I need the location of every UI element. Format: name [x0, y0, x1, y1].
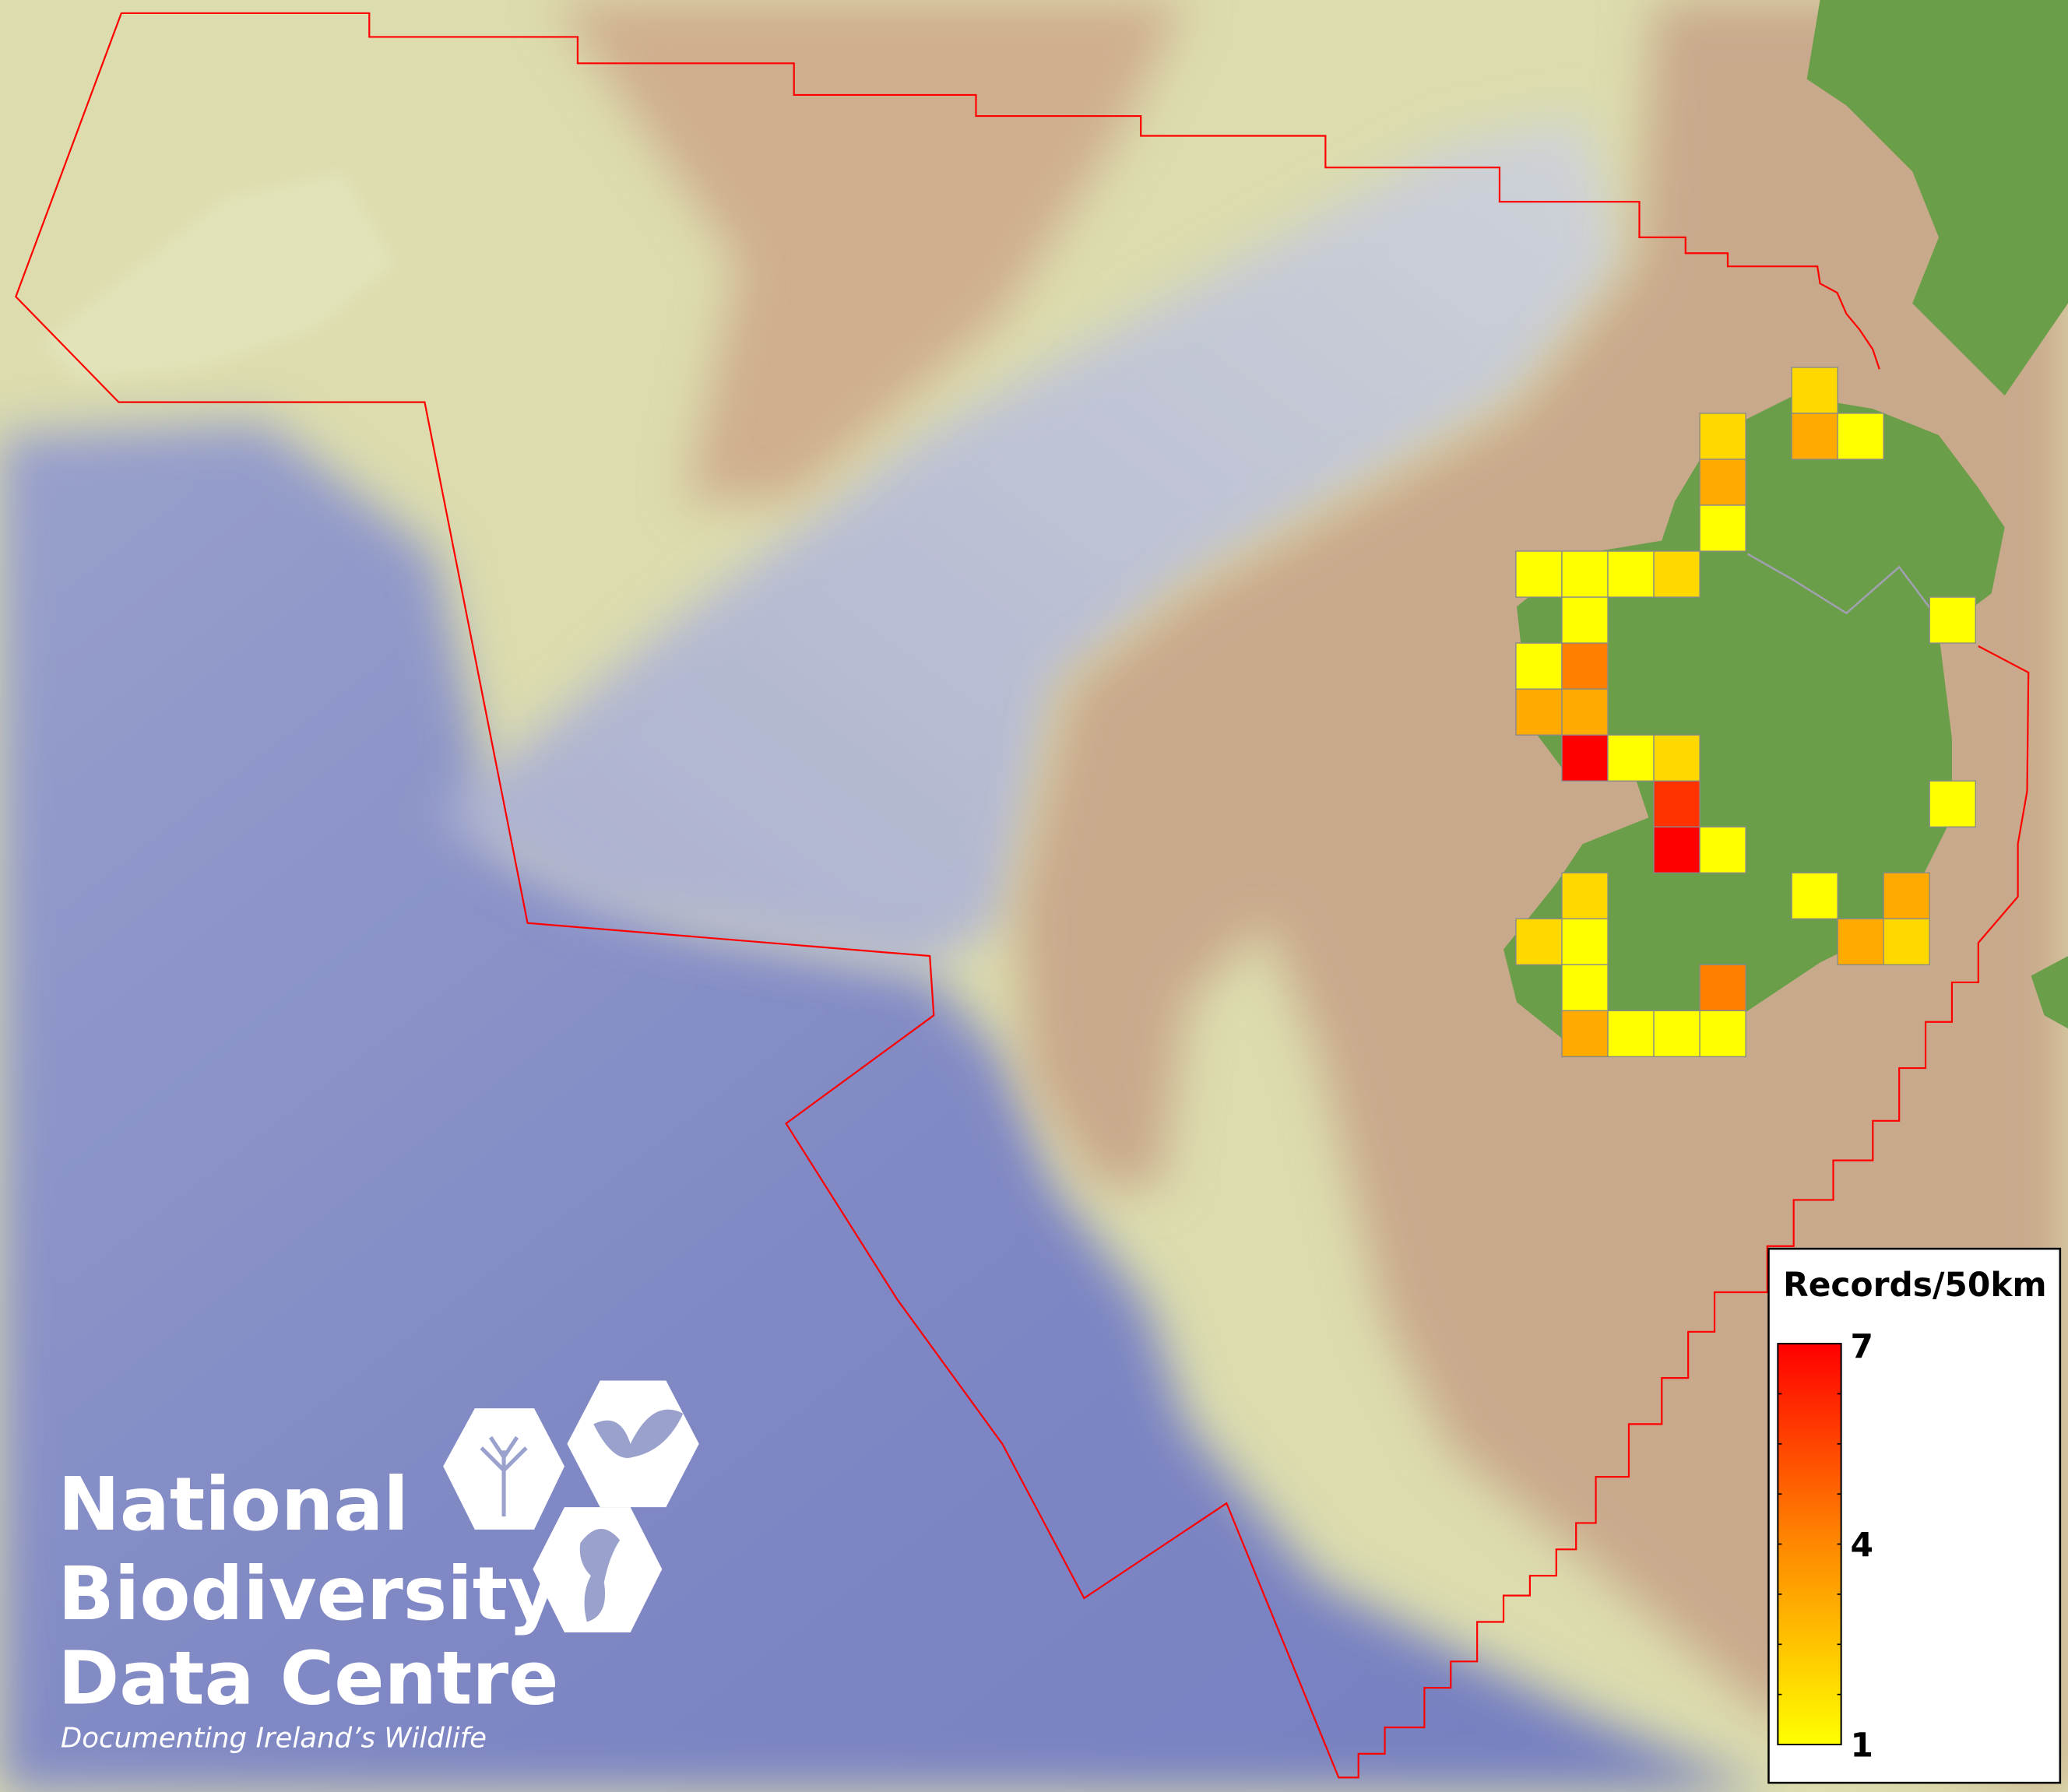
grid-cell[interactable] — [1607, 1010, 1655, 1058]
grid-cell[interactable] — [1653, 826, 1700, 873]
grid-cell[interactable] — [1607, 734, 1655, 782]
grid-cell[interactable] — [1699, 1010, 1746, 1058]
grid-cell[interactable] — [1561, 918, 1609, 966]
legend-colorbar — [1777, 1343, 1842, 1746]
logo-tagline: Documenting Ireland’s Wildlife — [61, 1722, 487, 1754]
grid-cell[interactable] — [1699, 826, 1746, 873]
grid-cell[interactable] — [1653, 1010, 1700, 1058]
grid-cell[interactable] — [1515, 918, 1563, 966]
wales-land — [2031, 956, 2068, 1029]
grid-cell[interactable] — [1837, 413, 1884, 460]
legend-mid-label: 4 — [1851, 1526, 1873, 1564]
record-grid — [1515, 367, 1976, 1058]
grid-cell[interactable] — [1699, 504, 1746, 552]
legend-min-label: 1 — [1851, 1726, 1873, 1764]
boundary-line — [15, 12, 2030, 1779]
grid-cell[interactable] — [1561, 1010, 1609, 1058]
grid-cell[interactable] — [1791, 872, 1838, 919]
grid-cell[interactable] — [1883, 918, 1930, 966]
butterfly-icon — [567, 1380, 699, 1508]
grid-cell[interactable] — [1515, 688, 1563, 736]
grid-cell[interactable] — [1699, 413, 1746, 460]
grid-cell[interactable] — [1561, 964, 1609, 1012]
grid-cell[interactable] — [1561, 550, 1609, 598]
grid-cell[interactable] — [1653, 550, 1700, 598]
grid-cell[interactable] — [1699, 459, 1746, 506]
grid-cell[interactable] — [1929, 596, 1976, 644]
seahorse-icon — [533, 1507, 663, 1633]
legend-ticks — [1778, 1393, 1841, 1695]
grid-cell[interactable] — [1791, 367, 1838, 414]
legend-title: Records/50km — [1783, 1266, 2046, 1304]
grid-cell[interactable] — [1699, 964, 1746, 1012]
logo-line-national: National — [58, 1462, 409, 1548]
border-line — [1746, 553, 1940, 620]
grid-cell[interactable] — [1791, 413, 1838, 460]
grid-cell[interactable] — [1929, 780, 1976, 827]
grid-cell[interactable] — [1561, 688, 1609, 736]
logo-line-data-centre: Data Centre — [58, 1636, 559, 1722]
grid-cell[interactable] — [1561, 872, 1609, 919]
logo: National Biodiversity Data Centre Docume… — [58, 1380, 699, 1754]
grid-cell[interactable] — [1883, 872, 1930, 919]
tree-icon — [443, 1408, 564, 1530]
legend-max-label: 7 — [1851, 1328, 1873, 1366]
grid-cell[interactable] — [1607, 550, 1655, 598]
scotland-land — [1806, 0, 2068, 396]
grid-cell[interactable] — [1515, 550, 1563, 598]
logo-line-biodiversity: Biodiversity — [58, 1551, 556, 1637]
grid-cell[interactable] — [1653, 780, 1700, 827]
grid-cell[interactable] — [1653, 734, 1700, 782]
grid-cell[interactable] — [1561, 596, 1609, 644]
grid-cell[interactable] — [1515, 642, 1563, 690]
grid-cell[interactable] — [1561, 734, 1609, 782]
legend: Records/50km 7 4 1 — [1767, 1247, 2062, 1784]
grid-cell[interactable] — [1561, 642, 1609, 690]
grid-cell[interactable] — [1837, 918, 1884, 966]
